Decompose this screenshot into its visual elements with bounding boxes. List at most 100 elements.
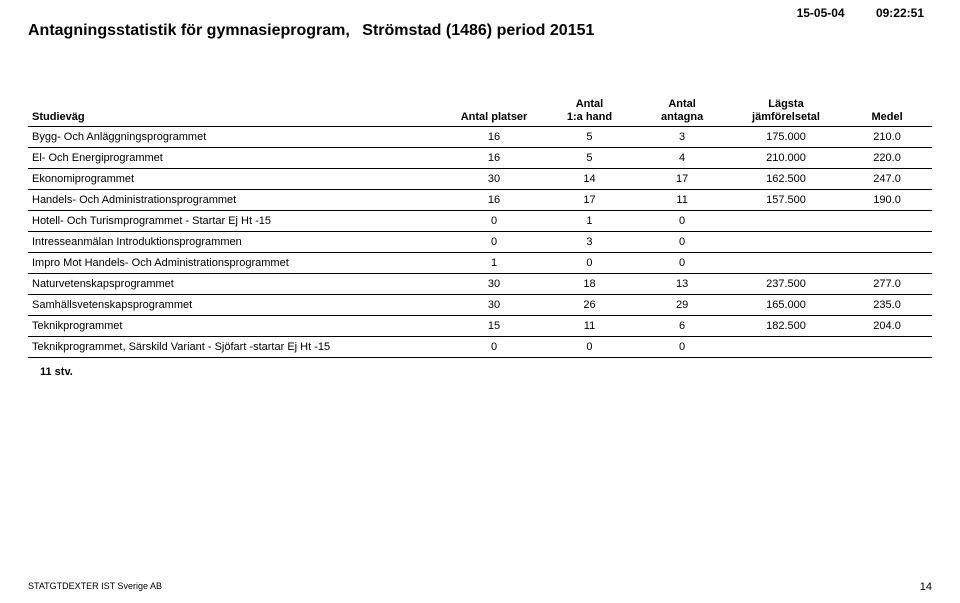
- cell-antagna: 4: [634, 148, 729, 169]
- col-platser-header: Antal platser: [444, 96, 545, 127]
- cell-firsthand: 17: [545, 190, 635, 211]
- cell-platser: 0: [444, 337, 545, 358]
- col-antagna-l1: Antal: [668, 98, 696, 110]
- cell-firsthand: 1: [545, 211, 635, 232]
- footer-source: STATGTDEXTER IST Sverige AB: [28, 581, 162, 593]
- cell-lagsta: 162.500: [730, 169, 842, 190]
- cell-name: Impro Mot Handels- Och Administrationspr…: [28, 253, 444, 274]
- cell-medel: [842, 253, 932, 274]
- cell-firsthand: 18: [545, 274, 635, 295]
- cell-platser: 30: [444, 169, 545, 190]
- cell-medel: 204.0: [842, 316, 932, 337]
- cell-platser: 0: [444, 232, 545, 253]
- col-medel-header: Medel: [842, 96, 932, 127]
- cell-antagna: 13: [634, 274, 729, 295]
- cell-platser: 0: [444, 211, 545, 232]
- table-row: Samhällsvetenskapsprogrammet302629165.00…: [28, 295, 932, 316]
- col-antagna-header: Antal antagna: [634, 96, 729, 127]
- table-row: Teknikprogrammet15116182.500204.0: [28, 316, 932, 337]
- cell-name: Samhällsvetenskapsprogrammet: [28, 295, 444, 316]
- cell-antagna: 0: [634, 232, 729, 253]
- title-part1: Antagningsstatistik för gymnasieprogram,: [28, 22, 350, 39]
- cell-medel: [842, 211, 932, 232]
- cell-name: Ekonomiprogrammet: [28, 169, 444, 190]
- table-row: Ekonomiprogrammet301417162.500247.0: [28, 169, 932, 190]
- table-row: Teknikprogrammet, Särskild Variant - Sjö…: [28, 337, 932, 358]
- cell-firsthand: 14: [545, 169, 635, 190]
- cell-name: Teknikprogrammet: [28, 316, 444, 337]
- cell-lagsta: [730, 337, 842, 358]
- table-row: Impro Mot Handels- Och Administrationspr…: [28, 253, 932, 274]
- cell-lagsta: 182.500: [730, 316, 842, 337]
- stats-table: Studieväg Antal platser Antal 1:a hand A…: [28, 96, 932, 358]
- cell-platser: 30: [444, 295, 545, 316]
- cell-medel: 220.0: [842, 148, 932, 169]
- cell-platser: 16: [444, 127, 545, 148]
- cell-lagsta: 237.500: [730, 274, 842, 295]
- cell-name: Intresseanmälan Introduktionsprogrammen: [28, 232, 444, 253]
- cell-antagna: 3: [634, 127, 729, 148]
- cell-platser: 15: [444, 316, 545, 337]
- cell-medel: 190.0: [842, 190, 932, 211]
- cell-firsthand: 26: [545, 295, 635, 316]
- table-row: Hotell- Och Turismprogrammet - Startar E…: [28, 211, 932, 232]
- col-lagsta-l1: Lägsta: [768, 98, 803, 110]
- cell-name: Bygg- Och Anläggningsprogrammet: [28, 127, 444, 148]
- table-row: Intresseanmälan Introduktionsprogrammen0…: [28, 232, 932, 253]
- table-row: Naturvetenskapsprogrammet301813237.50027…: [28, 274, 932, 295]
- row-count: 11 stv.: [40, 366, 932, 378]
- title-part2: Strömstad (1486) period 20151: [362, 22, 594, 39]
- cell-antagna: 6: [634, 316, 729, 337]
- table-row: Bygg- Och Anläggningsprogrammet1653175.0…: [28, 127, 932, 148]
- cell-platser: 16: [444, 190, 545, 211]
- cell-medel: [842, 232, 932, 253]
- footer-page-number: 14: [920, 581, 932, 593]
- table-row: El- Och Energiprogrammet1654210.000220.0: [28, 148, 932, 169]
- report-time: 09:22:51: [876, 6, 924, 20]
- table-header-row: Studieväg Antal platser Antal 1:a hand A…: [28, 96, 932, 127]
- cell-lagsta: 165.000: [730, 295, 842, 316]
- col-firsthand-l1: Antal: [576, 98, 604, 110]
- cell-medel: 235.0: [842, 295, 932, 316]
- cell-firsthand: 3: [545, 232, 635, 253]
- cell-lagsta: 175.000: [730, 127, 842, 148]
- table-row: Handels- Och Administrationsprogrammet16…: [28, 190, 932, 211]
- cell-antagna: 11: [634, 190, 729, 211]
- cell-lagsta: 210.000: [730, 148, 842, 169]
- cell-medel: 210.0: [842, 127, 932, 148]
- cell-name: El- Och Energiprogrammet: [28, 148, 444, 169]
- cell-platser: 1: [444, 253, 545, 274]
- cell-name: Teknikprogrammet, Särskild Variant - Sjö…: [28, 337, 444, 358]
- col-antagna-l2: antagna: [661, 111, 703, 123]
- cell-name: Handels- Och Administrationsprogrammet: [28, 190, 444, 211]
- report-datetime: 15-05-04 09:22:51: [797, 6, 924, 20]
- cell-lagsta: [730, 232, 842, 253]
- cell-name: Naturvetenskapsprogrammet: [28, 274, 444, 295]
- col-firsthand-header: Antal 1:a hand: [545, 96, 635, 127]
- report-date: 15-05-04: [797, 6, 845, 20]
- cell-platser: 16: [444, 148, 545, 169]
- cell-antagna: 0: [634, 253, 729, 274]
- cell-antagna: 29: [634, 295, 729, 316]
- cell-lagsta: [730, 211, 842, 232]
- cell-medel: 247.0: [842, 169, 932, 190]
- col-lagsta-l2: jämförelsetal: [752, 111, 820, 123]
- cell-medel: [842, 337, 932, 358]
- cell-medel: 277.0: [842, 274, 932, 295]
- page-footer: STATGTDEXTER IST Sverige AB 14: [28, 581, 932, 593]
- cell-firsthand: 11: [545, 316, 635, 337]
- col-name-header: Studieväg: [28, 96, 444, 127]
- cell-lagsta: 157.500: [730, 190, 842, 211]
- cell-firsthand: 5: [545, 148, 635, 169]
- cell-lagsta: [730, 253, 842, 274]
- col-firsthand-l2: 1:a hand: [567, 111, 612, 123]
- cell-name: Hotell- Och Turismprogrammet - Startar E…: [28, 211, 444, 232]
- col-lagsta-header: Lägsta jämförelsetal: [730, 96, 842, 127]
- cell-firsthand: 0: [545, 337, 635, 358]
- cell-antagna: 0: [634, 211, 729, 232]
- cell-antagna: 17: [634, 169, 729, 190]
- cell-platser: 30: [444, 274, 545, 295]
- cell-antagna: 0: [634, 337, 729, 358]
- cell-firsthand: 5: [545, 127, 635, 148]
- cell-firsthand: 0: [545, 253, 635, 274]
